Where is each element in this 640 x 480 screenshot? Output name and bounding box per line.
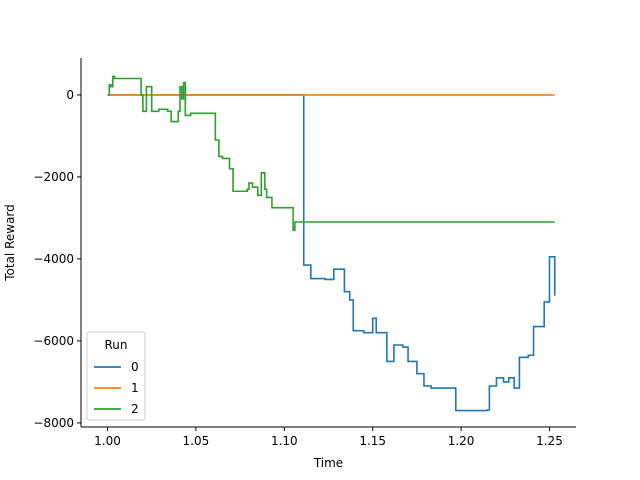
legend-entries: 0 1 2 [94, 360, 139, 416]
y-tick-label: −8000 [33, 416, 74, 430]
x-tick-label: 1.15 [359, 434, 386, 448]
x-tick-label: 1.10 [271, 434, 298, 448]
y-tick-label: −2000 [33, 170, 74, 184]
x-tick-label: 1.00 [94, 434, 121, 448]
series-layer [107, 75, 556, 412]
y-tick-label: −6000 [33, 334, 74, 348]
y-tick-label: −4000 [33, 252, 74, 266]
x-tick-label: 1.20 [448, 434, 475, 448]
y-ticks: 0 −2000 −4000 −6000 −8000 [33, 88, 81, 430]
x-ticks: 1.00 1.05 1.10 1.15 1.20 1.25 [94, 427, 563, 448]
x-tick-label: 1.25 [536, 434, 563, 448]
x-tick-label: 1.05 [183, 434, 210, 448]
legend-box [86, 331, 146, 421]
x-axis-label: Time [313, 456, 343, 470]
y-axis-label: Total Reward [3, 204, 17, 282]
legend-title: Run [104, 338, 127, 352]
axes [80, 58, 576, 428]
legend-label-2: 2 [131, 402, 139, 416]
legend: Run 0 1 2 [86, 331, 146, 421]
series-line-0 [107, 94, 556, 412]
series-line-2 [107, 75, 555, 231]
y-tick-label: 0 [66, 88, 74, 102]
legend-label-1: 1 [131, 381, 139, 395]
legend-label-0: 0 [131, 360, 139, 374]
